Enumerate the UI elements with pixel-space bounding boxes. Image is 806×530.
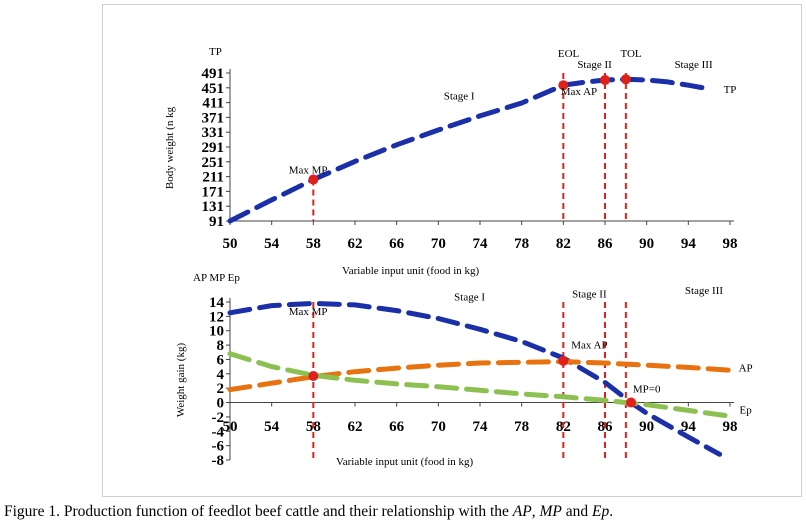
figure-caption: Figure 1. Production function of feedlot… [4, 503, 613, 521]
x-tick-label: 62 [348, 419, 363, 435]
x-tick-label: 66 [389, 419, 405, 435]
annotation-label: Stage III [685, 285, 724, 297]
marker-point [600, 75, 610, 86]
marker-point [620, 74, 631, 85]
x-tick-label: 98 [723, 419, 738, 435]
bottom-panel-ap-mp-ep-chart: 14121086420-2-4-6-8505458626670747882869… [175, 272, 753, 469]
x-tick-label: 50 [223, 419, 238, 435]
caption-and: and [561, 503, 592, 520]
caption-prefix: Figure 1. Production function of feedlot… [4, 503, 513, 520]
y-tick-label: 411 [202, 96, 224, 112]
y-tick-label: 291 [202, 140, 225, 156]
x-tick-label: 70 [431, 419, 446, 435]
x-axis-title: Variable input unit (food in kg) [342, 265, 480, 277]
annotation-label: Max AP [571, 340, 607, 352]
x-tick-label: 94 [681, 236, 697, 252]
y-tick-label: 451 [202, 81, 225, 97]
annotation-label: Max MP [289, 164, 328, 176]
annotation-label: TP [724, 84, 737, 96]
y-tick-label: 91 [209, 214, 224, 230]
y-tick-label: 14 [209, 295, 225, 311]
y-tick-label: 2 [217, 381, 225, 397]
y-axis-title: Body weight (n kg [164, 106, 176, 189]
x-tick-label: 86 [598, 236, 614, 252]
series-ap-line [227, 359, 733, 393]
y-tick-label: 131 [202, 199, 225, 215]
x-tick-label: 74 [473, 419, 489, 435]
y-tick-label: 10 [209, 324, 224, 340]
caption-period: . [609, 503, 614, 520]
y-tick-label: 491 [202, 66, 225, 82]
caption-mp: MP [539, 503, 562, 520]
corner-label: AP MP Ep [193, 272, 240, 284]
y-tick-label: -2 [212, 410, 225, 426]
x-tick-label: 58 [306, 236, 321, 252]
series-mp-line [227, 300, 723, 457]
corner-label: TP [209, 46, 222, 58]
y-tick-label: 12 [209, 309, 224, 325]
series-ep-line [227, 351, 733, 419]
marker-point [308, 174, 319, 185]
y-tick-label: 371 [202, 110, 225, 126]
y-tick-label: 4 [217, 367, 225, 383]
caption-ap: AP [512, 503, 532, 520]
marker-point [308, 370, 319, 381]
annotation-label: EOL [558, 48, 580, 60]
x-tick-label: 90 [639, 419, 654, 435]
x-tick-label: 82 [556, 236, 571, 252]
annotation-label: Stage II [577, 59, 612, 71]
annotation-label: Stage II [572, 289, 607, 301]
x-tick-label: 98 [723, 236, 738, 252]
x-tick-label: 90 [639, 236, 654, 252]
marker-point [558, 355, 569, 366]
y-tick-label: 251 [202, 155, 225, 171]
y-tick-label: 331 [202, 125, 225, 141]
x-tick-label: 50 [223, 236, 238, 252]
annotation-label: Stage I [444, 90, 475, 102]
y-tick-label: 6 [217, 352, 225, 368]
annotation-label: AP [739, 363, 753, 375]
y-tick-label: 8 [217, 338, 225, 354]
y-tick-label: 0 [217, 396, 225, 412]
y-tick-label: -4 [212, 424, 225, 440]
x-tick-label: 54 [264, 419, 280, 435]
annotation-label: Stage I [454, 292, 485, 304]
annotation-label: Max MP [289, 306, 328, 318]
y-tick-label: 171 [202, 184, 225, 200]
caption-comma: , [531, 503, 540, 520]
y-tick-label: -6 [212, 439, 225, 455]
x-axis-title: Variable input unit (food in kg) [336, 456, 474, 468]
caption-ep: Ep [592, 503, 610, 520]
annotation-label: Ep [740, 404, 753, 416]
marker-point [626, 397, 637, 408]
annotation-label: TOL [620, 48, 641, 60]
x-tick-label: 78 [514, 236, 529, 252]
y-tick-label: 211 [202, 170, 224, 186]
y-tick-label: -8 [212, 453, 225, 469]
annotation-label: MP=0 [633, 383, 661, 395]
annotation-label: Stage III [674, 59, 713, 71]
x-tick-label: 74 [473, 236, 489, 252]
x-tick-label: 66 [389, 236, 405, 252]
y-axis-title: Weight gain (kg) [175, 343, 187, 418]
x-tick-label: 78 [514, 419, 529, 435]
annotation-label: Max AP [561, 86, 597, 98]
x-tick-label: 62 [348, 236, 363, 252]
marker-point [558, 80, 569, 91]
series-tp-line [227, 76, 712, 224]
x-tick-label: 54 [264, 236, 280, 252]
x-tick-label: 94 [681, 419, 697, 435]
x-tick-label: 70 [431, 236, 446, 252]
